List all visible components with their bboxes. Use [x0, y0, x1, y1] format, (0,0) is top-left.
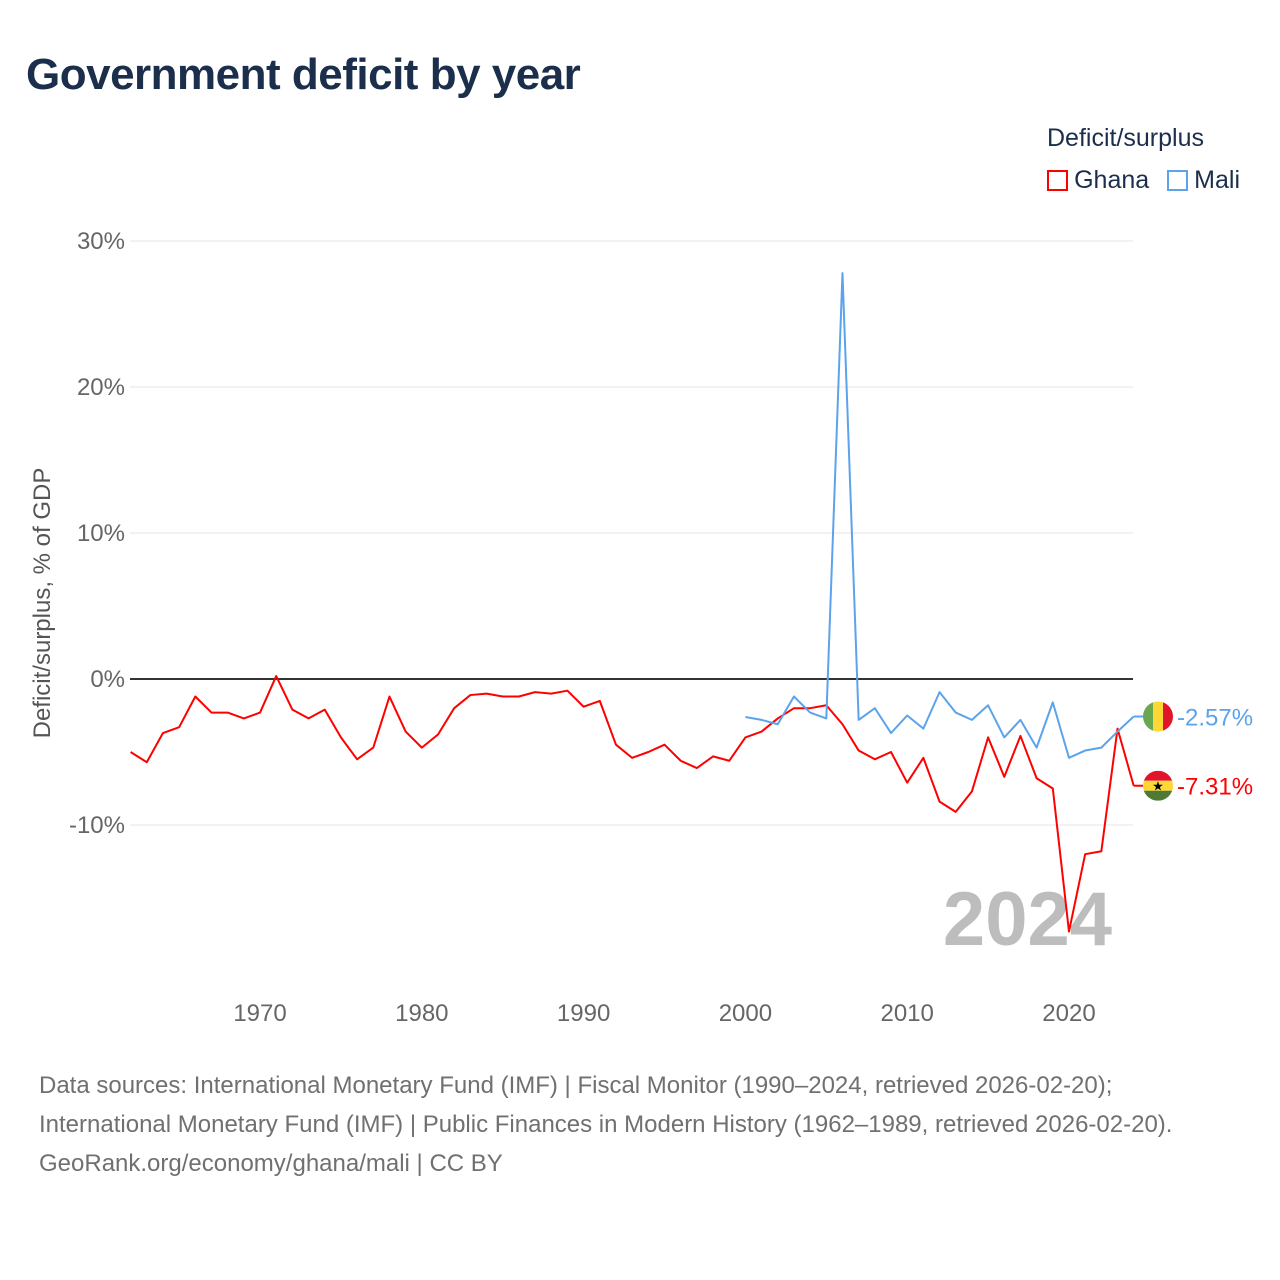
flag-ghana-icon: ★: [1143, 770, 1173, 801]
series-line-mali: [745, 272, 1135, 759]
x-tick-label: 2020: [1042, 1000, 1095, 1027]
chart-title: Government deficit by year: [26, 50, 581, 99]
legend-item-mali[interactable]: Mali: [1167, 166, 1240, 195]
y-axis-label: Deficit/surplus, % of GDP: [29, 468, 56, 739]
end-label-ghana: -7.31%: [1177, 774, 1253, 801]
y-tick-label: 20%: [77, 374, 125, 401]
legend-item-ghana[interactable]: Ghana: [1047, 166, 1149, 195]
legend-title: Deficit/surplus: [1047, 124, 1204, 152]
flag-body: ★: [1143, 770, 1173, 801]
x-tick-label: 2010: [880, 1000, 933, 1027]
legend-swatch-mali: [1167, 170, 1189, 191]
flag-mali-icon: [1143, 701, 1173, 732]
flag-stripe: [1143, 780, 1173, 791]
flag-stripe: [1163, 701, 1173, 732]
x-tick-label: 2000: [719, 1000, 772, 1027]
y-tick-label: -10%: [69, 812, 125, 839]
x-tick-label: 1970: [233, 1000, 286, 1027]
flag-stripe: [1153, 701, 1163, 732]
end-label-mali: -2.57%: [1177, 705, 1253, 732]
y-tick-label: 10%: [77, 520, 125, 547]
y-tick-label: 30%: [77, 228, 125, 255]
flag-body: [1143, 701, 1173, 732]
legend-label-mali: Mali: [1194, 166, 1240, 194]
x-tick-label: 1990: [557, 1000, 610, 1027]
legend: Ghana Mali: [1047, 166, 1240, 195]
x-tick-label: 1980: [395, 1000, 448, 1027]
flag-stripe: [1143, 701, 1153, 732]
credit-link[interactable]: GeoRank.org/economy/ghana/mali | CC BY: [39, 1150, 503, 1177]
line-chart: 2024 -10% 0% 10% 20% 30% 1970 1980 1990 2000 2010…: [29, 228, 1253, 1027]
legend-swatch-ghana: [1047, 170, 1069, 191]
flag-star: ★: [1152, 779, 1164, 794]
legend-label-ghana: Ghana: [1074, 166, 1150, 194]
series-line-ghana: [130, 675, 1135, 933]
data-sources: Data sources: International Monetary Fun…: [39, 1072, 1173, 1138]
flag-stripe: [1143, 790, 1173, 801]
y-tick-label: 0%: [90, 666, 125, 693]
flag-stripe: [1143, 770, 1173, 781]
footer: Data sources: International Monetary Fun…: [39, 1066, 1239, 1183]
year-watermark: 2024: [943, 877, 1112, 962]
